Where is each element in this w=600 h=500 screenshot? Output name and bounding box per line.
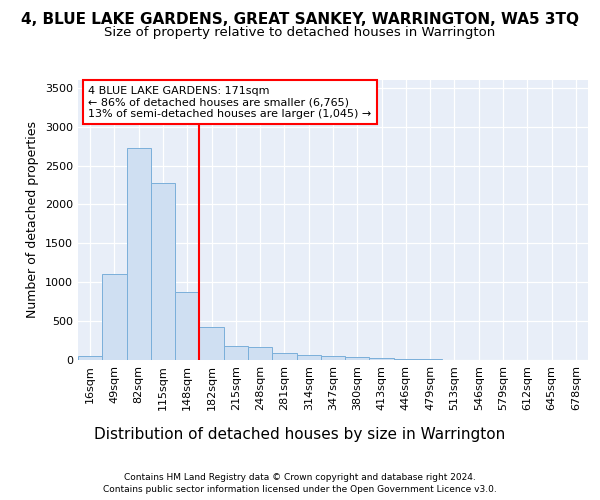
Text: Contains public sector information licensed under the Open Government Licence v3: Contains public sector information licen… xyxy=(103,485,497,494)
Bar xyxy=(370,358,394,360)
Bar xyxy=(78,356,102,360)
Bar xyxy=(296,356,321,360)
Bar xyxy=(151,182,175,360)
Bar xyxy=(224,346,248,360)
Bar xyxy=(394,359,418,360)
Text: Contains HM Land Registry data © Crown copyright and database right 2024.: Contains HM Land Registry data © Crown c… xyxy=(124,472,476,482)
Bar xyxy=(418,358,442,360)
Bar xyxy=(272,352,296,360)
Bar xyxy=(175,292,199,360)
Text: 4, BLUE LAKE GARDENS, GREAT SANKEY, WARRINGTON, WA5 3TQ: 4, BLUE LAKE GARDENS, GREAT SANKEY, WARR… xyxy=(21,12,579,28)
Bar xyxy=(345,358,370,360)
Text: 4 BLUE LAKE GARDENS: 171sqm
← 86% of detached houses are smaller (6,765)
13% of : 4 BLUE LAKE GARDENS: 171sqm ← 86% of det… xyxy=(88,86,371,119)
Bar xyxy=(127,148,151,360)
Text: Size of property relative to detached houses in Warrington: Size of property relative to detached ho… xyxy=(104,26,496,39)
Bar xyxy=(248,347,272,360)
Bar xyxy=(102,274,127,360)
Bar xyxy=(321,356,345,360)
Y-axis label: Number of detached properties: Number of detached properties xyxy=(26,122,40,318)
Bar xyxy=(199,326,224,360)
Text: Distribution of detached houses by size in Warrington: Distribution of detached houses by size … xyxy=(94,428,506,442)
